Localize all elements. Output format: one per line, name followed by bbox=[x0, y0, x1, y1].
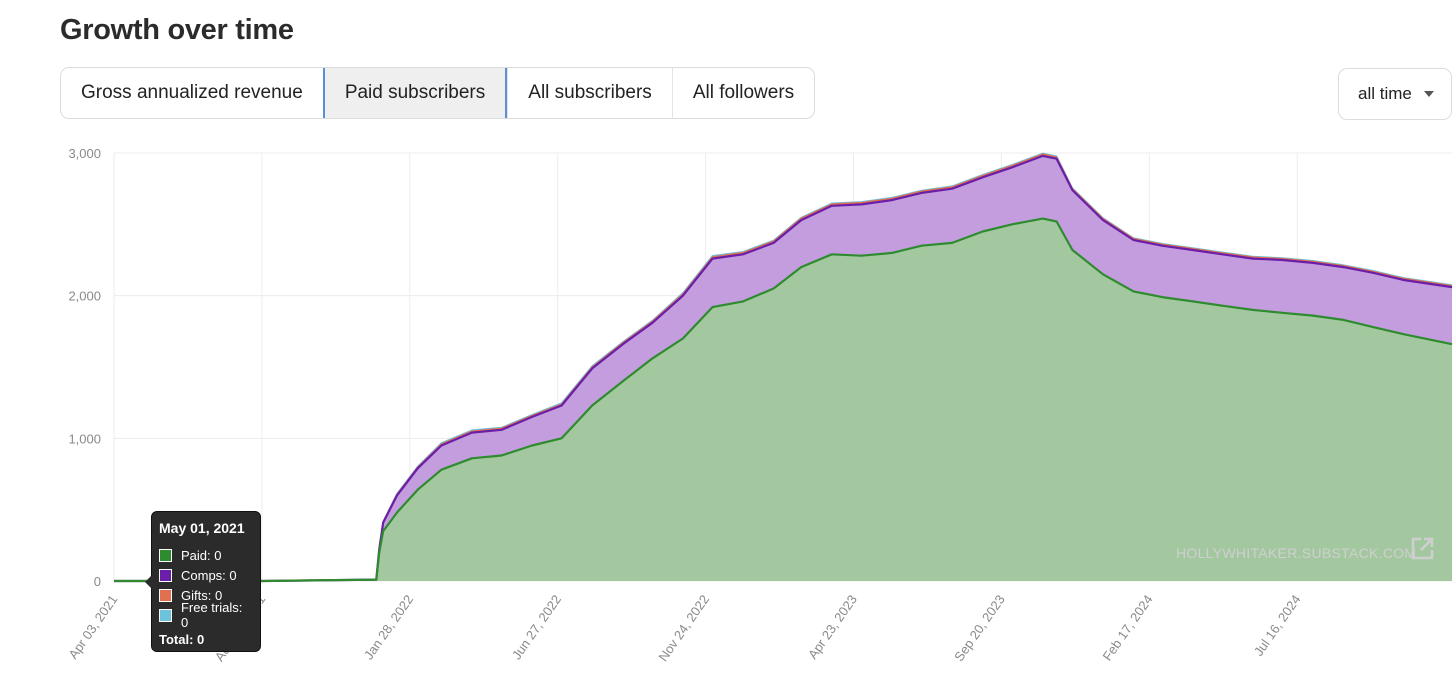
tooltip-row-comps: Comps: 0 bbox=[159, 565, 253, 585]
tooltip-row-paid: Paid: 0 bbox=[159, 545, 253, 565]
tooltip-date: May 01, 2021 bbox=[159, 520, 245, 536]
chart-lines bbox=[114, 152, 1453, 583]
tooltip-arrow bbox=[145, 575, 152, 589]
external-link-icon[interactable] bbox=[1411, 537, 1434, 560]
x-tick-label: Jan 28, 2022 bbox=[361, 592, 416, 662]
time-range-select[interactable]: all time bbox=[1338, 68, 1452, 120]
paid-swatch bbox=[159, 548, 172, 562]
y-tick-label: 3,000 bbox=[68, 146, 101, 161]
watermark-text: HOLLYWHITAKER.SUBSTACK.COM bbox=[1176, 545, 1416, 561]
line-paid bbox=[114, 217, 1453, 583]
x-tick-label: Jun 27, 2022 bbox=[509, 592, 564, 662]
x-tick-label: Nov 24, 2022 bbox=[655, 592, 712, 664]
x-tick-label: Apr 23, 2023 bbox=[805, 592, 860, 662]
page-title: Growth over time bbox=[60, 14, 294, 46]
tab-all-followers[interactable]: All followers bbox=[671, 68, 814, 118]
tooltip-free-trials-label: Free trials: 0 bbox=[180, 600, 243, 630]
tooltip-paid-label: Paid: 0 bbox=[181, 547, 222, 563]
tooltip-row-gifts: Gifts: 0 bbox=[159, 585, 253, 605]
y-tick-label: 2,000 bbox=[68, 289, 101, 304]
area-comps bbox=[114, 155, 1452, 581]
tooltip-row-free-trials: Free trials: 0 bbox=[159, 600, 253, 630]
gifts-swatch bbox=[159, 588, 172, 602]
free-trials-swatch bbox=[159, 608, 172, 622]
tab-gross-annualized-revenue[interactable]: Gross annualized revenue bbox=[81, 82, 303, 103]
y-tick-label: 0 bbox=[94, 574, 101, 589]
x-tick-label: Apr 03, 2021 bbox=[65, 592, 120, 662]
comps-swatch bbox=[159, 568, 172, 582]
tooltip-comps-label: Comps: 0 bbox=[181, 567, 237, 583]
chart-areas bbox=[114, 153, 1452, 582]
caret-down-icon bbox=[1423, 91, 1434, 97]
tooltip-gifts-label: Gifts: 0 bbox=[181, 587, 223, 603]
time-range-value: all time bbox=[1358, 84, 1412, 103]
area-paid bbox=[114, 218, 1452, 581]
data-tooltip: May 01, 2021 Paid: 0 Comps: 0 Gifts: 0 F… bbox=[145, 511, 261, 652]
line-comps bbox=[114, 154, 1453, 583]
x-tick-label: Sep 20, 2023 bbox=[951, 592, 1008, 664]
metric-tabs: Gross annualized revenue Paid subscriber… bbox=[60, 67, 816, 119]
y-axis: 0 1,000 2,000 3,000 bbox=[68, 146, 101, 589]
tab-paid-subscribers[interactable]: Paid subscribers bbox=[322, 68, 508, 118]
x-tick-label: Feb 17, 2024 bbox=[1100, 592, 1156, 663]
y-tick-label: 1,000 bbox=[68, 431, 101, 446]
tooltip-total: Total: 0 bbox=[159, 632, 205, 647]
x-tick-label: Jul 16, 2024 bbox=[1251, 592, 1304, 659]
tab-all-subscribers[interactable]: All subscribers bbox=[507, 68, 672, 118]
